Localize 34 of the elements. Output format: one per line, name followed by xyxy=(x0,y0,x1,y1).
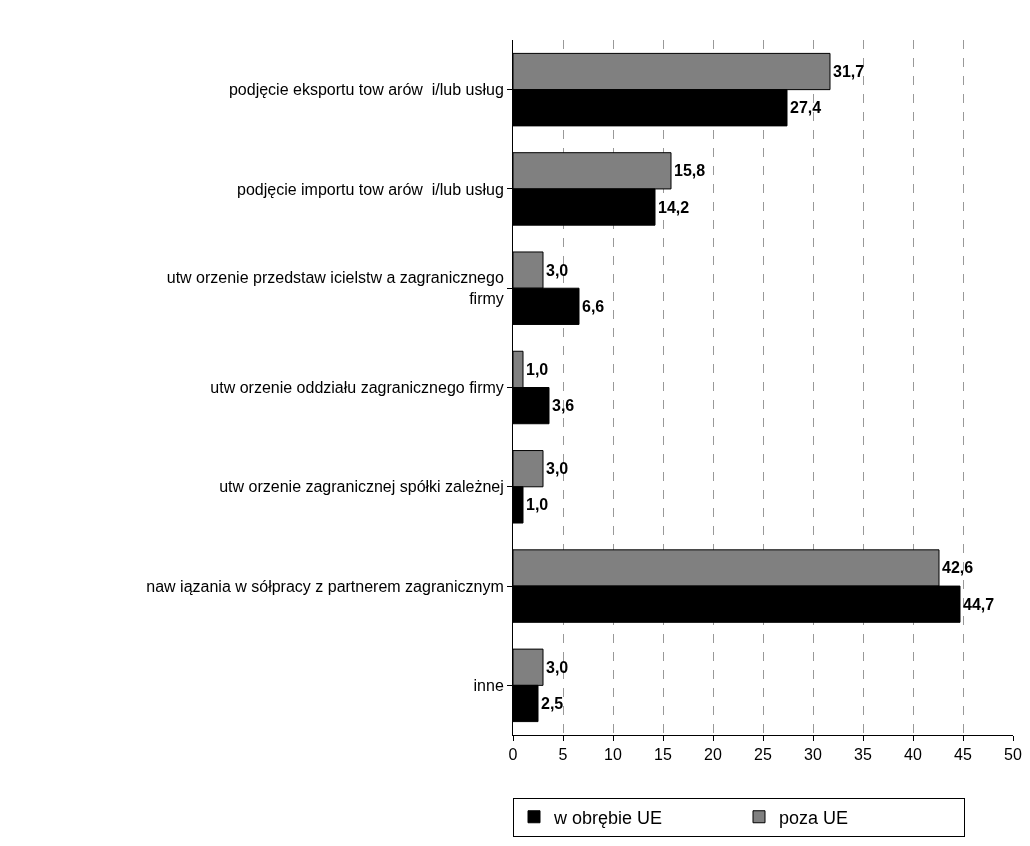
x-tick-label: 20 xyxy=(704,746,722,764)
y-tick-label: naw iązania w sółpracy z partnerem zagranicznym xyxy=(146,577,504,595)
y-tick-label: podjęcie importu tow arów i/lub usług xyxy=(236,180,504,198)
data-label: 14,2 xyxy=(658,198,690,216)
y-tick-label: utw orzenie zagranicznej spółki zależnej xyxy=(219,478,504,496)
data-label: 3,0 xyxy=(546,261,569,279)
data-label: 3,6 xyxy=(552,397,575,415)
x-tick-label: 30 xyxy=(804,746,822,764)
x-tick-label: 35 xyxy=(854,746,872,764)
y-tick-label: inne xyxy=(473,676,504,694)
data-label: 6,6 xyxy=(582,297,605,315)
x-tick-label: 15 xyxy=(654,746,672,764)
data-label: 42,6 xyxy=(942,559,974,577)
x-tick-label: 50 xyxy=(1004,746,1022,764)
x-tick-label: 10 xyxy=(604,746,622,764)
legend-label: w obrębie UE xyxy=(553,807,663,828)
data-label: 1,0 xyxy=(526,360,549,378)
data-label: 27,4 xyxy=(790,99,822,117)
data-label: 3,0 xyxy=(546,658,569,676)
data-label: 1,0 xyxy=(526,496,549,514)
x-tick-label: 0 xyxy=(508,746,518,764)
data-label: 3,0 xyxy=(546,460,569,478)
x-tick-label: 40 xyxy=(904,746,922,764)
data-label: 44,7 xyxy=(963,595,995,613)
legend-label: poza UE xyxy=(779,807,849,828)
x-tick-label: 25 xyxy=(754,746,772,764)
data-label: 31,7 xyxy=(833,63,865,81)
data-label: 2,5 xyxy=(541,694,564,712)
y-tick-label: utw orzenie oddziału zagranicznego firmy xyxy=(210,379,504,397)
x-tick-label: 5 xyxy=(558,746,568,764)
data-label: 15,8 xyxy=(674,162,706,180)
x-tick-label: 45 xyxy=(954,746,972,764)
y-tick-label: podjęcie eksportu tow arów i/lub usług xyxy=(228,81,504,99)
y-tick-label: utw orzenie przedstaw icielstw a zagranicznego firmy xyxy=(166,269,504,308)
